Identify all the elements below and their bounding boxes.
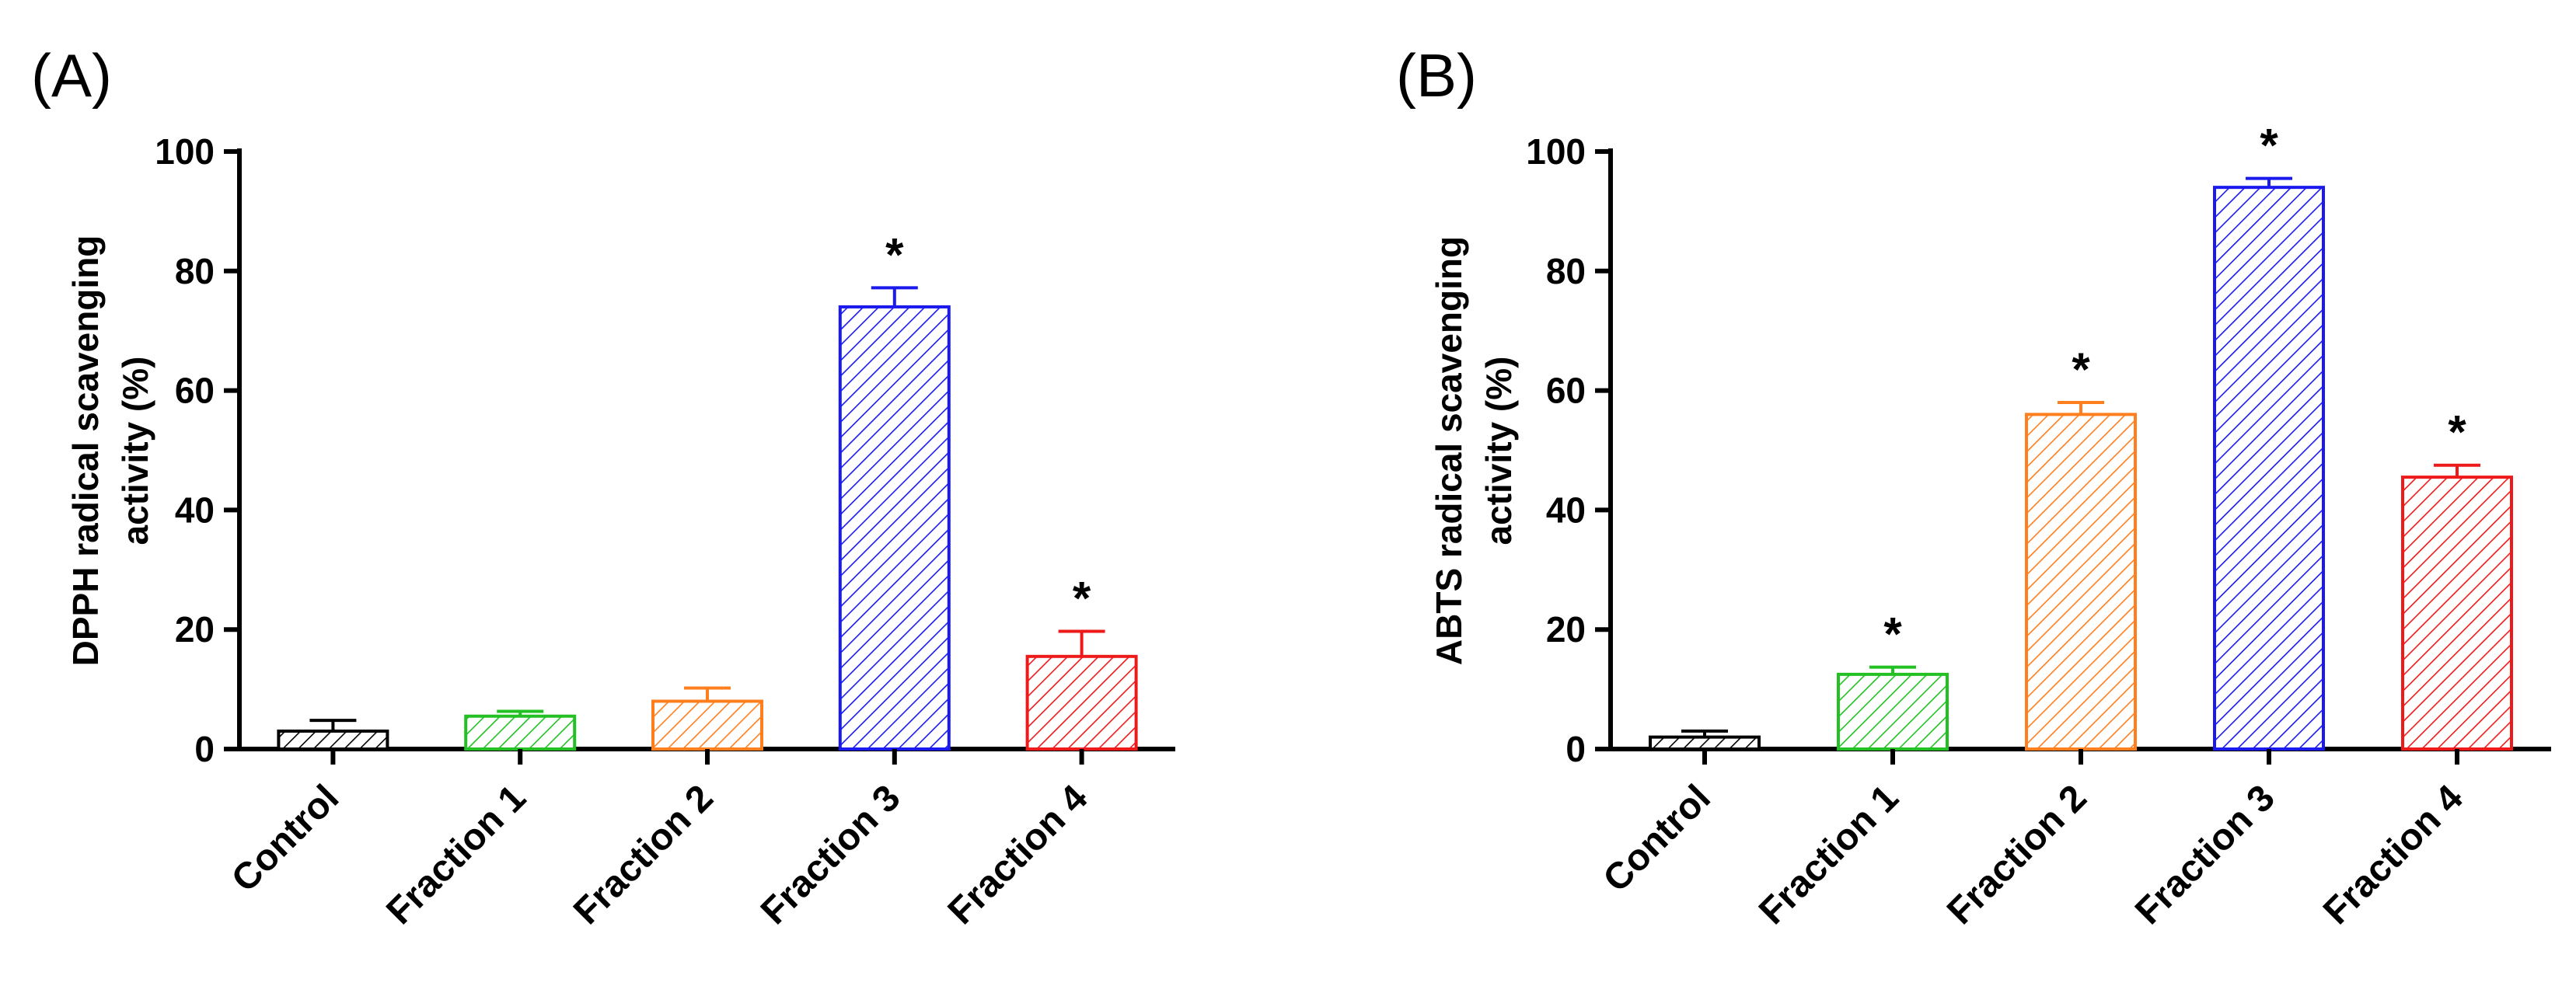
y-axis-label: activity (%) bbox=[115, 357, 155, 545]
y-axis-label: activity (%) bbox=[1478, 357, 1519, 545]
x-tick-label: Fraction 1 bbox=[379, 777, 534, 932]
x-tick-label: Fraction 2 bbox=[566, 777, 721, 932]
y-axis-label: ABTS radical scavenging bbox=[1429, 236, 1469, 665]
y-tick-label: 0 bbox=[194, 729, 215, 769]
y-tick-label: 20 bbox=[175, 609, 215, 650]
y-tick-label: 60 bbox=[175, 371, 215, 411]
y-tick-label: 0 bbox=[1565, 729, 1586, 769]
bar bbox=[1837, 672, 1949, 751]
bar bbox=[1649, 735, 1761, 751]
y-axis-label: DPPH radical scavenging bbox=[65, 235, 106, 667]
y-tick-label: 20 bbox=[1546, 609, 1586, 650]
bar bbox=[2213, 186, 2325, 751]
significance-marker: * bbox=[2448, 406, 2466, 458]
x-tick-label: Control bbox=[224, 777, 347, 900]
significance-marker: * bbox=[1883, 608, 1902, 660]
significance-marker: * bbox=[885, 228, 904, 280]
x-tick-label: Fraction 3 bbox=[2127, 777, 2283, 932]
y-tick-label: 40 bbox=[175, 490, 215, 530]
y-tick-label: 60 bbox=[1546, 371, 1586, 411]
x-tick-label: Fraction 3 bbox=[753, 777, 909, 932]
x-tick-label: Fraction 4 bbox=[2316, 777, 2471, 932]
chart-panel-b: 0 20 40 60 80 100 ABTS radical scavenging activ… bbox=[1429, 120, 2551, 932]
bar bbox=[464, 714, 577, 751]
significance-marker: * bbox=[2072, 343, 2090, 395]
panel-label-b: (B) bbox=[1396, 41, 1477, 110]
y-tick-label: 100 bbox=[155, 131, 215, 172]
x-tick-label: Fraction 2 bbox=[1939, 777, 2095, 932]
bar bbox=[2025, 413, 2137, 751]
y-tick-label: 80 bbox=[1546, 251, 1586, 291]
x-tick-label: Fraction 4 bbox=[941, 777, 1096, 932]
x-tick-label: Fraction 1 bbox=[1751, 777, 1907, 932]
chart-panel-a: 0 20 40 60 80 100 DPPH radical scavenging activ… bbox=[65, 131, 1175, 932]
bar bbox=[277, 729, 389, 751]
significance-marker: * bbox=[2260, 120, 2278, 172]
bar bbox=[2401, 476, 2513, 751]
bar bbox=[838, 305, 951, 751]
y-tick-label: 100 bbox=[1526, 131, 1586, 172]
bar bbox=[1025, 654, 1138, 751]
y-tick-label: 80 bbox=[175, 251, 215, 291]
y-tick-label: 40 bbox=[1546, 490, 1586, 530]
x-tick-label: Control bbox=[1596, 777, 1719, 900]
significance-marker: * bbox=[1073, 573, 1091, 625]
panel-label-a: (A) bbox=[31, 41, 112, 110]
bar bbox=[651, 699, 763, 751]
